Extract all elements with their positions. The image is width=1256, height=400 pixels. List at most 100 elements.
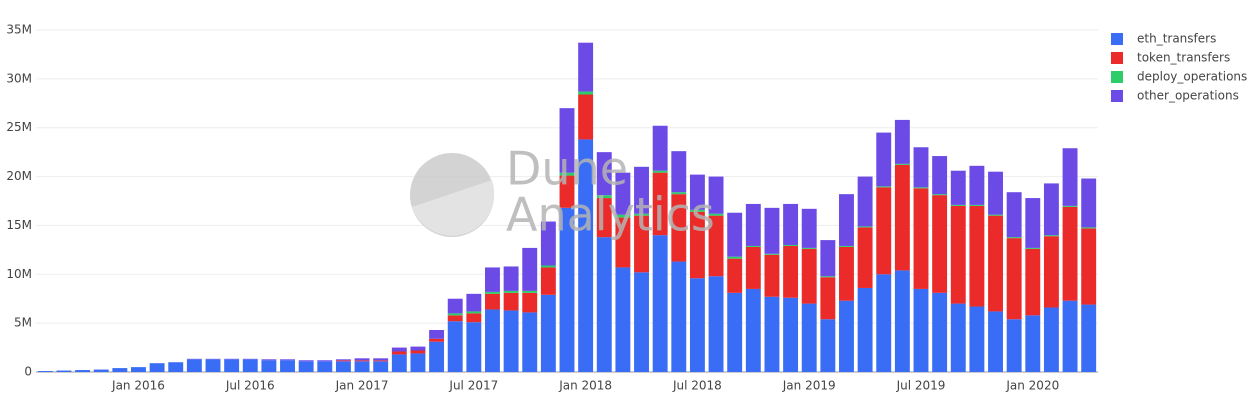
bar-segment [932, 292, 948, 372]
bar-segment [373, 360, 389, 362]
bar-segment [485, 267, 500, 292]
y-tick-label: 5M [14, 316, 32, 330]
bar-segment [149, 363, 165, 372]
bar-segment [75, 370, 91, 372]
legend-swatch [1111, 33, 1123, 45]
bar-segment [559, 172, 575, 176]
y-tick-label: 25M [6, 120, 32, 134]
bar-segment [391, 351, 407, 355]
bar-segment [857, 226, 873, 228]
bar-segment [745, 246, 761, 289]
bar-segment [689, 174, 705, 210]
bar-segment [801, 247, 817, 249]
bar-segment [112, 368, 128, 372]
bar-segment [727, 258, 743, 293]
bar-segment [540, 267, 556, 295]
bar-segment [783, 203, 799, 245]
bar-segment [615, 172, 631, 215]
bar-segment [280, 360, 295, 372]
watermark-text: Analytics [506, 188, 715, 242]
bar-segment [186, 359, 202, 372]
bar-segment [522, 290, 538, 293]
bar-segment [391, 354, 407, 372]
bar-segment [503, 266, 519, 291]
bar-segment [37, 371, 53, 372]
bar-segment [689, 209, 705, 212]
bar-segment [615, 217, 631, 268]
bar-segment [671, 194, 687, 262]
bar-segment [839, 194, 854, 246]
bar-segment [708, 215, 724, 277]
bar-segment [783, 244, 799, 246]
bar-segment [801, 248, 817, 304]
bar-segment [578, 91, 594, 95]
bar-segment [988, 311, 1003, 372]
bar-segment [988, 214, 1003, 216]
bar-segment [671, 151, 687, 193]
bar-segment [503, 292, 519, 311]
bar-segment [876, 187, 892, 275]
bar-segment [224, 359, 240, 372]
bar-segment [1025, 248, 1041, 316]
bar-segment [391, 347, 407, 352]
bar-segment [839, 300, 854, 372]
bar-segment [764, 254, 780, 297]
bar-segment [1025, 247, 1041, 249]
bar-segment [652, 235, 668, 372]
bar-segment [894, 270, 910, 372]
bar-segment [242, 359, 258, 372]
bar-segment [1006, 237, 1022, 239]
bar-segment [764, 207, 780, 254]
legend-swatch [1111, 52, 1123, 64]
bar-segment [596, 152, 612, 196]
bar-segment [689, 211, 705, 279]
bar-segment [93, 369, 109, 372]
bar-segment [652, 125, 668, 171]
bar-segment [671, 192, 687, 195]
bar-segment [969, 306, 985, 372]
bar-segment [745, 288, 761, 372]
bar-segment [540, 294, 556, 372]
bar-segment [131, 367, 146, 372]
bar-segment [373, 361, 389, 372]
legend-label: eth_transfers [1137, 32, 1216, 46]
bar-segment [1062, 206, 1078, 301]
bar-segment [298, 360, 314, 362]
bar-segment [634, 272, 649, 372]
bar-segment [857, 287, 873, 372]
bar-segment [485, 293, 500, 310]
bar-segment [410, 353, 426, 372]
bar-segment [559, 175, 575, 208]
bar-segment [261, 359, 277, 361]
bar-segment [820, 277, 836, 320]
bar-segment [988, 215, 1003, 312]
x-tick-label: Jan 2016 [111, 379, 165, 393]
bar-segment [615, 214, 631, 218]
bar-segment [596, 195, 612, 199]
bar-segment [764, 253, 780, 255]
bar-segment [857, 227, 873, 288]
y-tick-label: 0 [24, 365, 32, 379]
bar-segment [913, 188, 929, 289]
bar-segment [876, 186, 892, 188]
bar-segment [354, 358, 370, 361]
bar-segment [876, 274, 892, 372]
y-tick-label: 15M [6, 218, 32, 232]
watermark-text: Dune [506, 142, 628, 196]
bar-segment [429, 338, 445, 342]
x-tick-label: Jul 2018 [672, 379, 722, 393]
x-tick-label: Jan 2018 [558, 379, 612, 393]
bar-segment [466, 313, 482, 323]
bar-segment [894, 164, 910, 271]
bar-segment [988, 171, 1003, 215]
y-tick-label: 35M [6, 23, 32, 37]
bar-segment [950, 205, 966, 304]
bar-segment [335, 361, 351, 372]
bar-segment [820, 276, 836, 278]
bar-segment [950, 170, 966, 205]
x-tick-label: Jul 2016 [225, 379, 275, 393]
bar-segment [317, 361, 333, 372]
bar-segment [634, 213, 649, 216]
x-tick-label: Jan 2019 [782, 379, 836, 393]
